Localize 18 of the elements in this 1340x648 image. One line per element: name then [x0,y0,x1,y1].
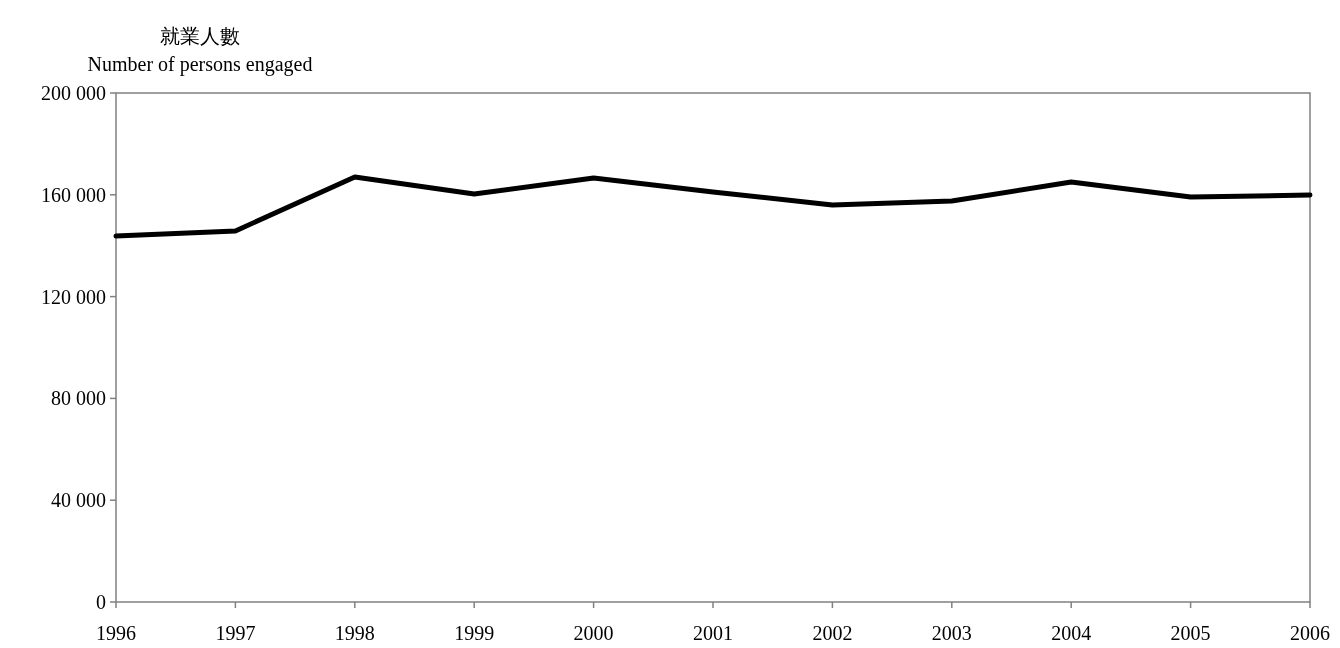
x-tick-label: 1998 [334,622,375,644]
x-tick-label: 2000 [573,622,614,644]
y-axis-title: 就業人數 Number of persons engaged [87,25,313,76]
x-tick-label: 1999 [454,622,495,644]
x-tick-label: 2006 [1290,622,1330,644]
x-tick-label: 1996 [96,622,136,644]
x-tick-label: 2003 [931,622,972,644]
x-tick-label: 1997 [215,622,256,644]
x-tick-label: 2001 [693,622,733,644]
x-tick-label: 2004 [1051,622,1092,644]
y-tick-label: 0 [96,591,106,613]
x-tick-label: 2002 [812,622,853,644]
y-tick-label: 200 000 [41,82,106,104]
y-tick-label: 120 000 [41,285,106,308]
x-tick-label: 2005 [1170,622,1211,644]
y-tick-label: 80 000 [51,387,106,410]
y-tick-label: 160 000 [41,183,106,206]
y-tick-label: 40 000 [51,489,106,512]
